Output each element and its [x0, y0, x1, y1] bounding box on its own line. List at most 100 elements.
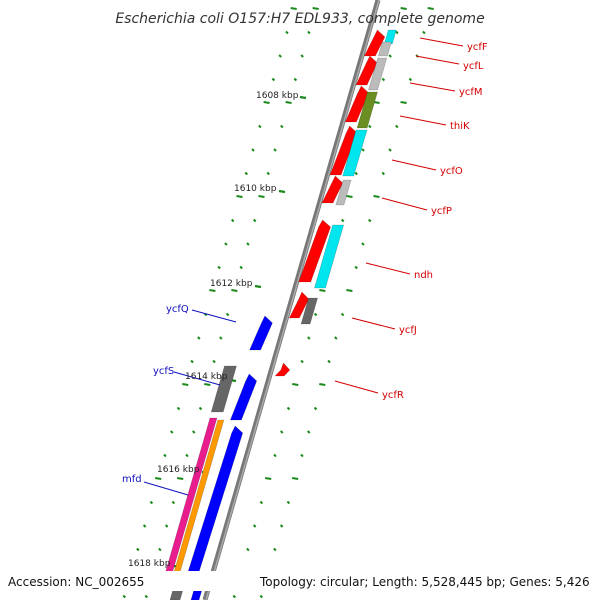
tick-mark [293, 77, 298, 82]
tick-mark [361, 148, 365, 152]
tick-mark [381, 171, 385, 176]
tick-mark [231, 218, 235, 223]
tick-mark [253, 218, 257, 223]
gene-feature [368, 57, 388, 91]
gene-label-ycfJ[interactable]: ycfJ [399, 325, 417, 336]
tick-mark [307, 430, 311, 434]
tick-mark [224, 242, 228, 246]
tick-mark [361, 242, 365, 246]
gene-label-ycfR[interactable]: ycfR [382, 390, 404, 401]
gene-label-ycfM[interactable]: ycfM [459, 87, 483, 98]
leader-line [409, 82, 456, 92]
leader-line [351, 317, 396, 330]
gene-feature [229, 373, 258, 421]
leader-line [334, 380, 379, 394]
tick-mark [368, 124, 372, 129]
tick-mark [244, 171, 248, 176]
tick-mark [142, 524, 147, 528]
leader-line [143, 481, 189, 496]
tick-mark [122, 594, 127, 599]
tick-mark [263, 101, 270, 104]
tick-mark [427, 7, 434, 10]
gene-feature [363, 29, 386, 57]
tick-mark [388, 54, 392, 58]
tick-mark [209, 289, 216, 292]
tick-mark [212, 359, 216, 364]
gene-label-ndh[interactable]: ndh [414, 270, 433, 281]
tick-mark [171, 500, 176, 505]
tick-mark [400, 101, 407, 104]
tick-mark [285, 30, 289, 35]
tick-mark [300, 54, 304, 58]
topology-text: Topology: circular; Length: 5,528,445 bp… [259, 575, 590, 589]
gene-label-ycfS[interactable]: ycfS [153, 366, 174, 377]
tick-mark [400, 7, 407, 10]
tick-mark [204, 383, 211, 386]
tick-mark [285, 101, 292, 104]
major-tick [278, 189, 286, 194]
tick-mark [252, 524, 257, 528]
tick-mark [279, 524, 284, 528]
tick-mark [170, 430, 174, 434]
tick-mark [149, 500, 154, 505]
tick-mark [192, 430, 196, 434]
gene-feature [249, 315, 273, 351]
gene-label-ycfP[interactable]: ycfP [431, 206, 452, 217]
gene-label-thiK[interactable]: thiK [450, 121, 470, 132]
tick-mark [280, 430, 284, 434]
tick-mark [319, 383, 326, 386]
leader-line [173, 371, 221, 386]
tick-mark [225, 312, 230, 317]
genome-title: Escherichia coli O157:H7 EDL933, complet… [115, 11, 484, 27]
tick-mark [182, 383, 189, 386]
major-tick [299, 95, 307, 100]
tick-mark [273, 148, 277, 152]
tick-mark [258, 195, 265, 198]
tick-mark [388, 148, 392, 152]
leader-line [415, 55, 460, 65]
gene-feature [335, 179, 352, 206]
tick-rings [122, 7, 434, 599]
tick-mark [290, 7, 297, 10]
tick-mark [273, 453, 277, 458]
tick-mark [190, 359, 194, 364]
gene-label-mfd[interactable]: mfd [122, 474, 142, 485]
tick-mark [327, 359, 331, 364]
backbone [202, 0, 381, 600]
tick-mark [373, 195, 380, 198]
tick-mark [368, 218, 372, 223]
tick-mark [381, 77, 386, 82]
tick-mark [176, 406, 181, 411]
ruler-label: 1610 kbp [234, 184, 277, 194]
tick-mark [239, 265, 243, 270]
tick-mark [373, 101, 380, 104]
gene-label-ycfL[interactable]: ycfL [463, 61, 484, 72]
tick-mark [280, 124, 284, 129]
tick-mark [258, 124, 262, 129]
tick-mark [158, 547, 162, 552]
tick-mark [307, 336, 311, 340]
tick-mark [340, 312, 345, 317]
gene-label-ycfQ[interactable]: ycfQ [166, 304, 189, 315]
tick-mark [136, 547, 140, 552]
tick-mark [271, 77, 276, 82]
gene-feature [355, 55, 378, 86]
ruler-label: 1612 kbp [210, 279, 253, 289]
tick-mark [300, 359, 304, 364]
tick-mark [232, 594, 237, 599]
gene-feature [377, 41, 392, 57]
tick-mark [236, 195, 243, 198]
tick-mark [278, 54, 282, 58]
tick-mark [246, 242, 250, 246]
tick-mark [219, 336, 223, 340]
tick-mark [286, 406, 291, 411]
gene-label-ycfO[interactable]: ycfO [440, 166, 463, 177]
leader-line [191, 309, 237, 323]
tick-mark [185, 453, 189, 458]
tick-mark [408, 77, 413, 82]
tick-mark [251, 148, 255, 152]
ruler-label: 1618 kbp [128, 559, 171, 569]
gene-label-ycfF[interactable]: ycfF [467, 42, 488, 53]
gene-feature [163, 417, 218, 579]
